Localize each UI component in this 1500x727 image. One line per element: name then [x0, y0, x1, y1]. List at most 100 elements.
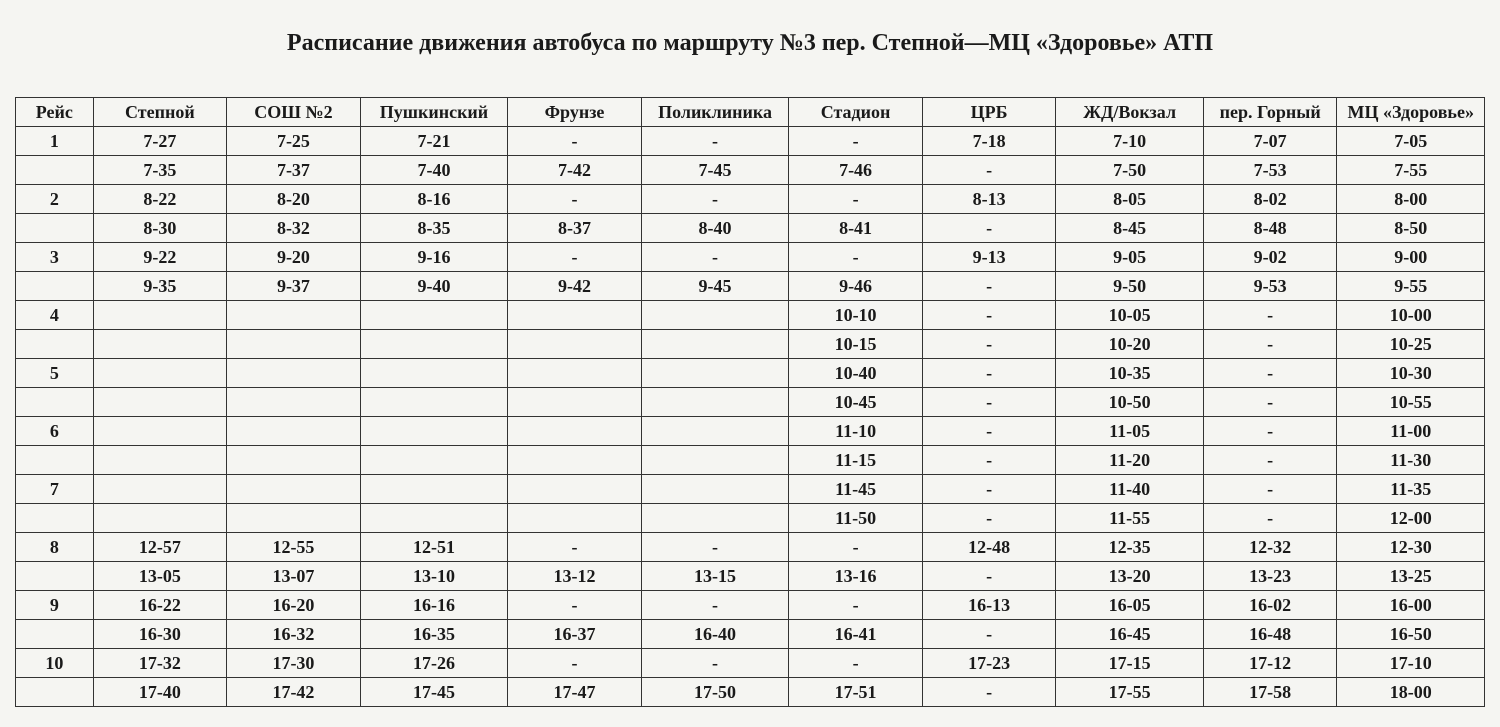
- time-cell: 13-25: [1337, 562, 1485, 591]
- time-cell: [227, 359, 361, 388]
- col-header: Рейс: [16, 98, 94, 127]
- time-cell: -: [922, 620, 1056, 649]
- time-cell: -: [641, 533, 789, 562]
- table-row: 17-4017-4217-4517-4717-5017-51-17-5517-5…: [16, 678, 1485, 707]
- time-cell: 8-48: [1203, 214, 1337, 243]
- trip-number-cell: [16, 620, 94, 649]
- table-row: 8-308-328-358-378-408-41-8-458-488-50: [16, 214, 1485, 243]
- trip-number-cell: 2: [16, 185, 94, 214]
- table-row: 11-50-11-55-12-00: [16, 504, 1485, 533]
- trip-number-cell: [16, 562, 94, 591]
- table-row: 10-45-10-50-10-55: [16, 388, 1485, 417]
- table-row: 812-5712-5512-51---12-4812-3512-3212-30: [16, 533, 1485, 562]
- time-cell: 9-20: [227, 243, 361, 272]
- time-cell: [227, 475, 361, 504]
- time-cell: -: [641, 591, 789, 620]
- time-cell: 8-22: [93, 185, 227, 214]
- time-cell: 12-00: [1337, 504, 1485, 533]
- time-cell: 7-53: [1203, 156, 1337, 185]
- time-cell: 13-20: [1056, 562, 1204, 591]
- time-cell: 11-55: [1056, 504, 1204, 533]
- time-cell: 9-53: [1203, 272, 1337, 301]
- trip-number-cell: [16, 214, 94, 243]
- time-cell: 17-26: [360, 649, 508, 678]
- table-row: 611-10-11-05-11-00: [16, 417, 1485, 446]
- time-cell: -: [922, 156, 1056, 185]
- trip-number-cell: [16, 388, 94, 417]
- time-cell: 12-55: [227, 533, 361, 562]
- time-cell: 10-50: [1056, 388, 1204, 417]
- schedule-table: Рейс Степной СОШ №2 Пушкинский Фрунзе По…: [15, 97, 1485, 707]
- table-row: 9-359-379-409-429-459-46-9-509-539-55: [16, 272, 1485, 301]
- time-cell: 7-46: [789, 156, 923, 185]
- time-cell: 17-55: [1056, 678, 1204, 707]
- time-cell: 12-30: [1337, 533, 1485, 562]
- table-row: 1017-3217-3017-26---17-2317-1517-1217-10: [16, 649, 1485, 678]
- time-cell: [508, 504, 642, 533]
- time-cell: 9-13: [922, 243, 1056, 272]
- time-cell: -: [922, 678, 1056, 707]
- time-cell: -: [922, 214, 1056, 243]
- time-cell: 16-02: [1203, 591, 1337, 620]
- time-cell: [93, 301, 227, 330]
- time-cell: -: [508, 591, 642, 620]
- time-cell: 8-41: [789, 214, 923, 243]
- time-cell: [360, 330, 508, 359]
- time-cell: 10-45: [789, 388, 923, 417]
- time-cell: 12-57: [93, 533, 227, 562]
- time-cell: 8-13: [922, 185, 1056, 214]
- time-cell: 17-40: [93, 678, 227, 707]
- time-cell: 13-12: [508, 562, 642, 591]
- trip-number-cell: 1: [16, 127, 94, 156]
- table-row: 10-15-10-20-10-25: [16, 330, 1485, 359]
- col-header: Поликлиника: [641, 98, 789, 127]
- time-cell: 7-45: [641, 156, 789, 185]
- time-cell: [641, 446, 789, 475]
- time-cell: -: [1203, 504, 1337, 533]
- time-cell: 7-37: [227, 156, 361, 185]
- time-cell: [227, 388, 361, 417]
- time-cell: -: [1203, 359, 1337, 388]
- time-cell: 7-40: [360, 156, 508, 185]
- time-cell: 11-05: [1056, 417, 1204, 446]
- time-cell: 9-45: [641, 272, 789, 301]
- col-header: Пушкинский: [360, 98, 508, 127]
- time-cell: -: [789, 243, 923, 272]
- trip-number-cell: 5: [16, 359, 94, 388]
- time-cell: 8-30: [93, 214, 227, 243]
- time-cell: 8-05: [1056, 185, 1204, 214]
- time-cell: 10-00: [1337, 301, 1485, 330]
- time-cell: -: [641, 243, 789, 272]
- time-cell: -: [1203, 446, 1337, 475]
- table-row: 916-2216-2016-16---16-1316-0516-0216-00: [16, 591, 1485, 620]
- time-cell: [227, 330, 361, 359]
- time-cell: 17-51: [789, 678, 923, 707]
- time-cell: 7-05: [1337, 127, 1485, 156]
- time-cell: -: [922, 301, 1056, 330]
- time-cell: 16-45: [1056, 620, 1204, 649]
- time-cell: -: [789, 127, 923, 156]
- time-cell: -: [789, 533, 923, 562]
- time-cell: [360, 301, 508, 330]
- time-cell: 17-12: [1203, 649, 1337, 678]
- trip-number-cell: 8: [16, 533, 94, 562]
- time-cell: -: [922, 359, 1056, 388]
- trip-number-cell: 10: [16, 649, 94, 678]
- table-body: 17-277-257-21---7-187-107-077-057-357-37…: [16, 127, 1485, 707]
- time-cell: 9-40: [360, 272, 508, 301]
- time-cell: 10-35: [1056, 359, 1204, 388]
- time-cell: [508, 446, 642, 475]
- time-cell: 18-00: [1337, 678, 1485, 707]
- time-cell: 10-40: [789, 359, 923, 388]
- time-cell: [360, 417, 508, 446]
- time-cell: [93, 504, 227, 533]
- time-cell: [227, 417, 361, 446]
- time-cell: 11-00: [1337, 417, 1485, 446]
- table-row: 17-277-257-21---7-187-107-077-05: [16, 127, 1485, 156]
- time-cell: [641, 301, 789, 330]
- time-cell: 10-55: [1337, 388, 1485, 417]
- time-cell: 17-58: [1203, 678, 1337, 707]
- time-cell: -: [508, 243, 642, 272]
- time-cell: 17-45: [360, 678, 508, 707]
- time-cell: 8-35: [360, 214, 508, 243]
